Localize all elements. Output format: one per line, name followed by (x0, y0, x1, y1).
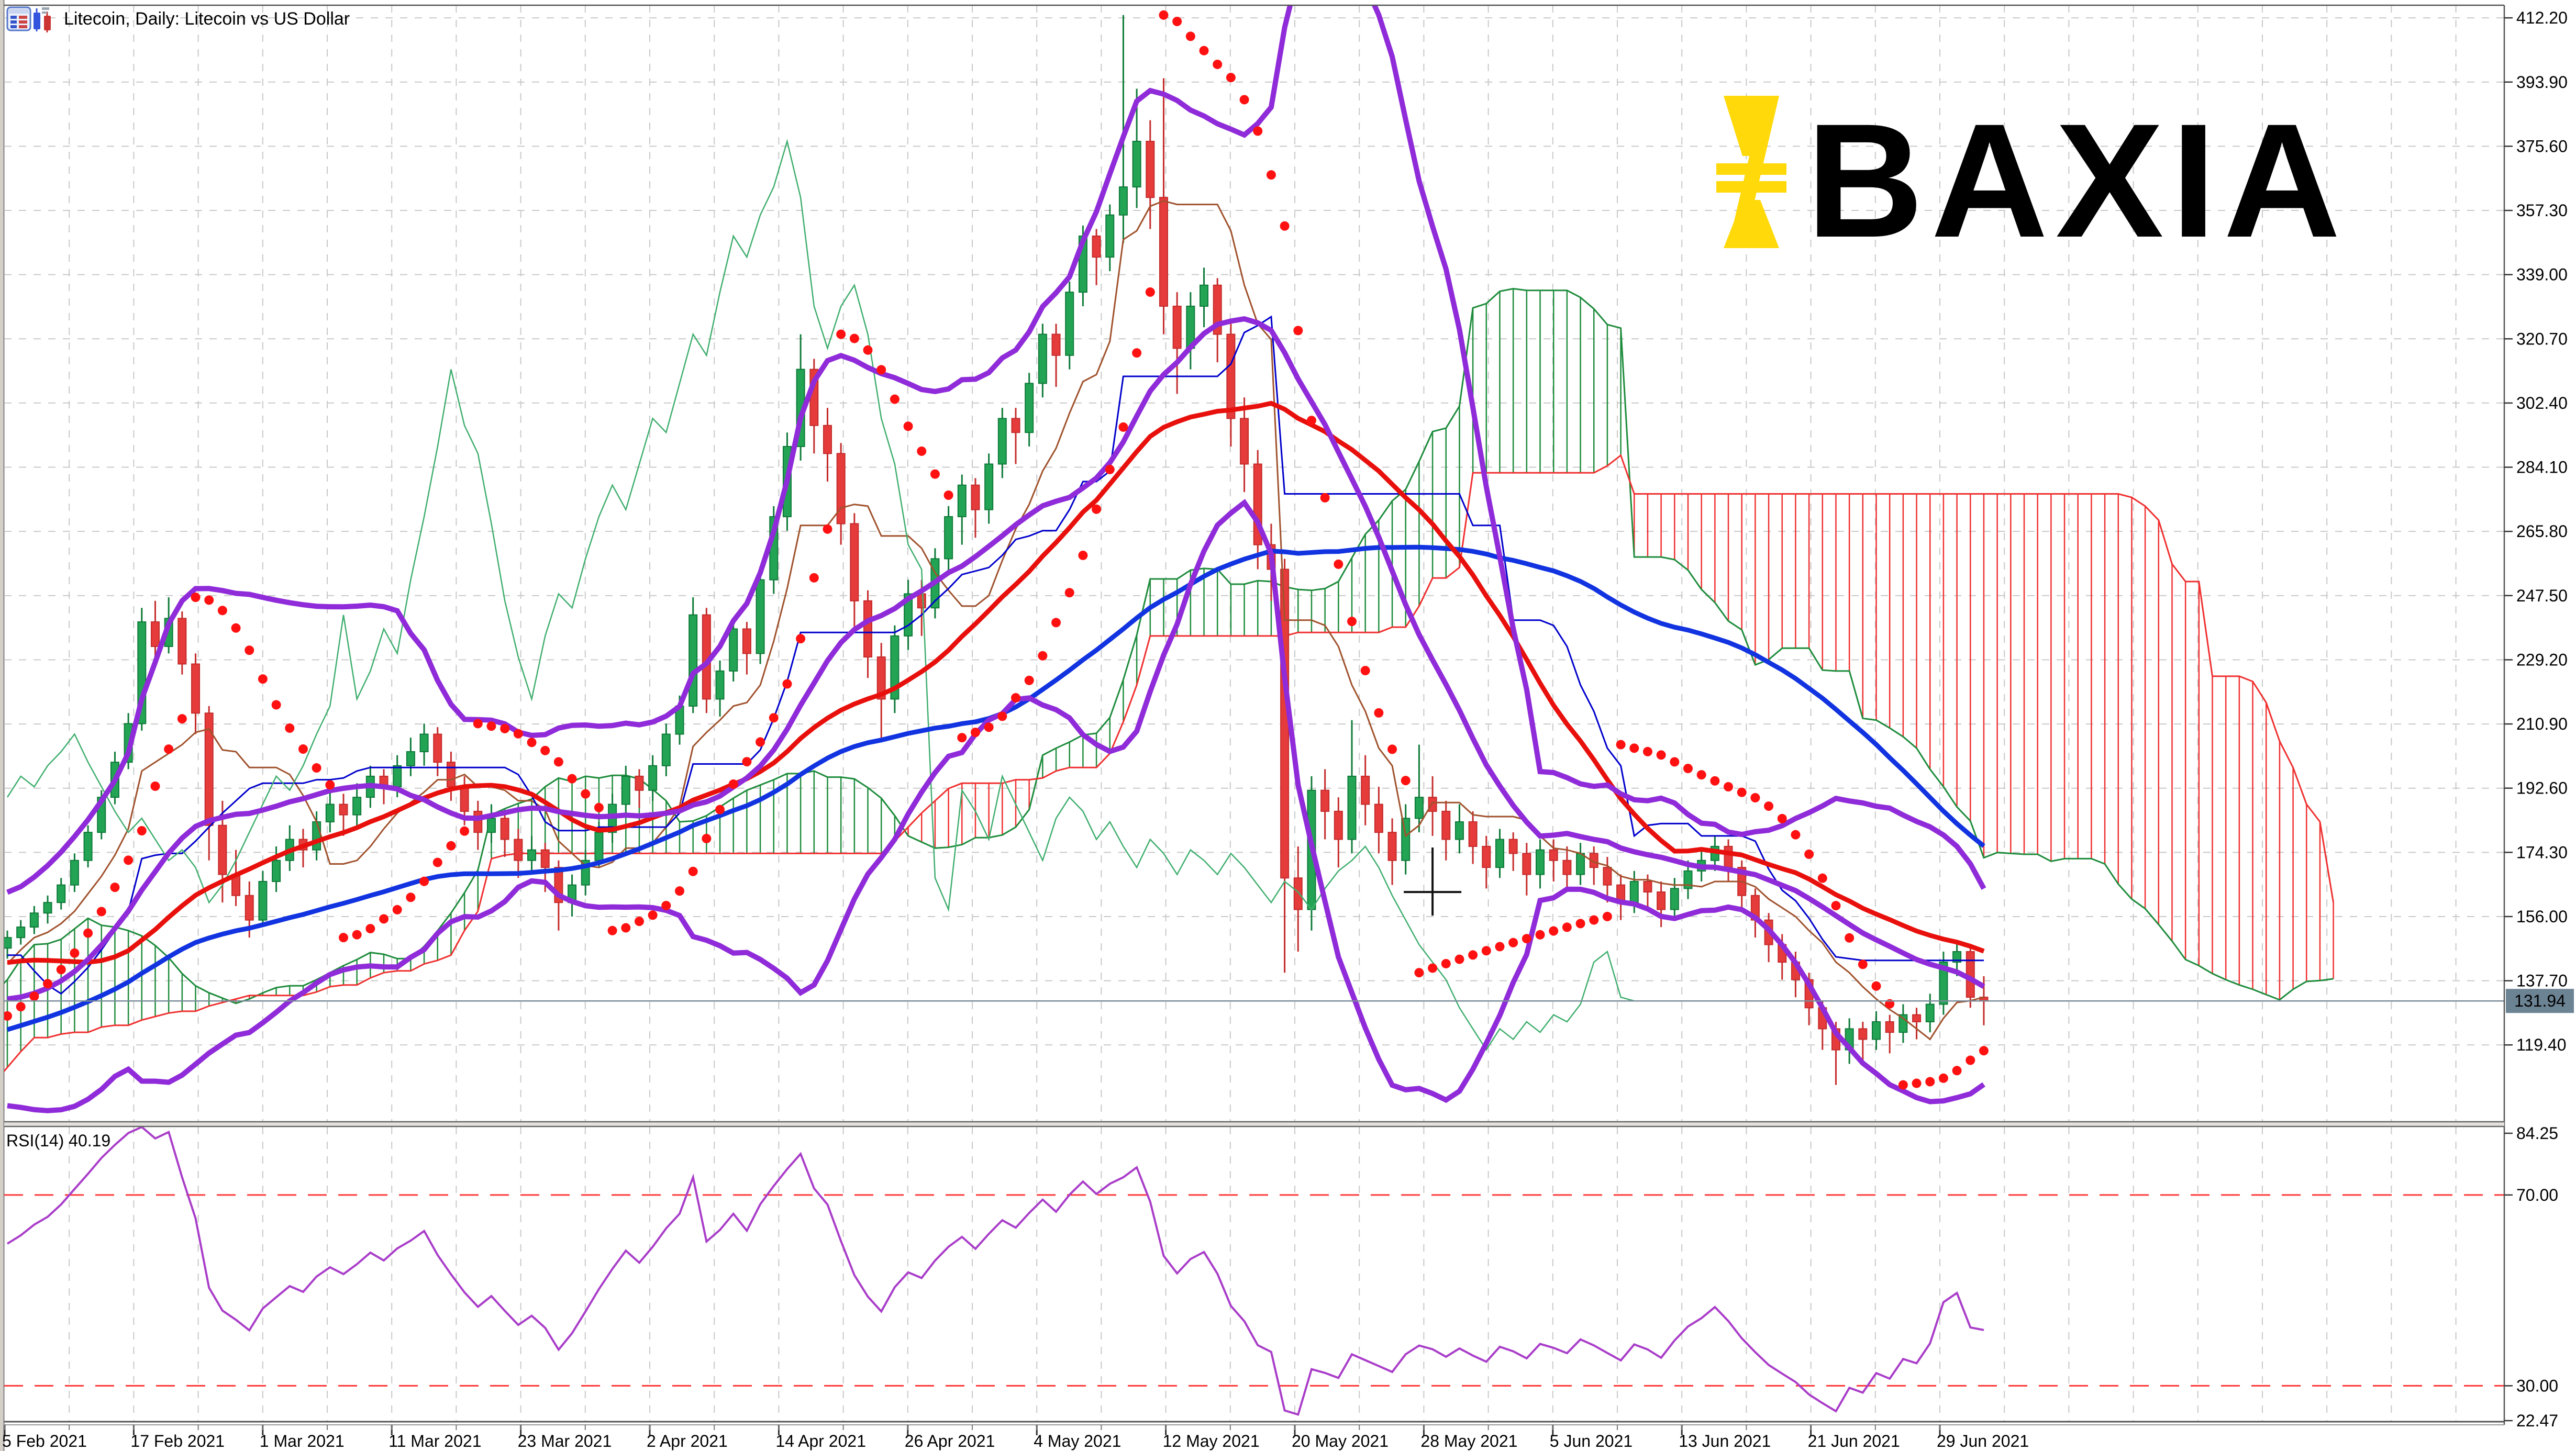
price-axis-labels: 412.20 393.90 375.60 357.30 339.00 320.70 302.… (2504, 8, 2568, 1430)
rsi-plot (4, 1127, 2504, 1416)
date-tick-label: 29 Jun 2021 (1937, 1432, 2029, 1450)
date-tick-label: 28 May 2021 (1420, 1432, 1517, 1450)
baxia-logo-mark (1716, 96, 1786, 248)
ohlc-table-icon[interactable] (6, 6, 31, 31)
price-tick-label: 284.10 (2516, 458, 2568, 477)
chart-type-icon[interactable] (34, 7, 51, 32)
date-tick-label: 5 Feb 2021 (2, 1432, 87, 1450)
price-tick-label: 265.80 (2516, 522, 2568, 541)
date-tick-label: 4 May 2021 (1034, 1432, 1121, 1450)
ichimoku-cloud (4, 287, 2335, 1073)
date-tick-label: 13 Jun 2021 (1679, 1432, 1771, 1450)
date-tick-label: 21 Jun 2021 (1808, 1432, 1900, 1450)
overlay-lines (6, 5, 1986, 1113)
date-tick-label: 2 Apr 2021 (647, 1432, 728, 1450)
price-tick-label: 174.30 (2516, 843, 2568, 862)
date-tick-label: 1 Mar 2021 (260, 1432, 345, 1450)
window-left-frame (0, 0, 4, 1451)
chart-title-bar: Litecoin, Daily: Litecoin vs US Dollar (6, 6, 350, 32)
price-tick-label: 375.60 (2516, 137, 2568, 155)
price-tick-label: 302.40 (2516, 394, 2568, 412)
rsi-grid (69, 1127, 2457, 1422)
price-tick-label: 137.70 (2516, 972, 2568, 990)
price-tick-label: 119.40 (2516, 1035, 2567, 1054)
price-tick-label: 357.30 (2516, 201, 2568, 220)
pane-frames (4, 4, 2505, 1425)
date-tick-label: 11 Mar 2021 (388, 1432, 481, 1450)
date-tick-label: 23 Mar 2021 (518, 1432, 612, 1450)
date-tick-label: 12 May 2021 (1163, 1432, 1260, 1450)
rsi-tick-label: 84.25 (2516, 1124, 2558, 1143)
rsi-tick-label: 70.00 (2516, 1186, 2558, 1204)
price-tick-label: 229.20 (2516, 650, 2568, 669)
chart-title: Litecoin, Daily: Litecoin vs US Dollar (64, 9, 350, 29)
date-tick-label: 20 May 2021 (1292, 1432, 1389, 1450)
date-tick-label: 17 Feb 2021 (130, 1432, 225, 1450)
price-tick-label: 192.60 (2516, 779, 2568, 798)
price-tick-label: 320.70 (2516, 329, 2568, 348)
price-tick-label: 393.90 (2516, 73, 2568, 92)
price-tick-label: 247.50 (2516, 586, 2568, 605)
rsi-indicator-label: RSI(14) 40.19 (6, 1131, 110, 1150)
crosshair-marker (1404, 847, 1462, 916)
rsi-tick-label: 22.47 (2516, 1411, 2558, 1430)
date-axis-labels: 5 Feb 2021 17 Feb 2021 1 Mar 2021 11 Mar 20… (2, 1425, 2029, 1450)
parabolic-sar-dots (4, 10, 1989, 1090)
baxia-logo: BAXIA (1716, 90, 2348, 271)
current-price-marker: 131.94 (4, 989, 2574, 1013)
rsi-tick-label: 30.00 (2516, 1376, 2558, 1395)
date-tick-label: 14 Apr 2021 (775, 1432, 866, 1450)
date-tick-label: 5 Jun 2021 (1550, 1432, 1633, 1450)
pane-divider[interactable] (4, 1122, 2504, 1127)
current-price-tag: 131.94 (2514, 991, 2566, 1010)
price-tick-label: 156.00 (2516, 907, 2568, 926)
date-tick-label: 26 Apr 2021 (905, 1432, 995, 1450)
price-tick-label: 412.20 (2516, 8, 2568, 27)
price-tick-label: 210.90 (2516, 715, 2568, 733)
baxia-logo-text: BAXIA (1806, 90, 2348, 271)
price-tick-label: 339.00 (2516, 265, 2568, 284)
